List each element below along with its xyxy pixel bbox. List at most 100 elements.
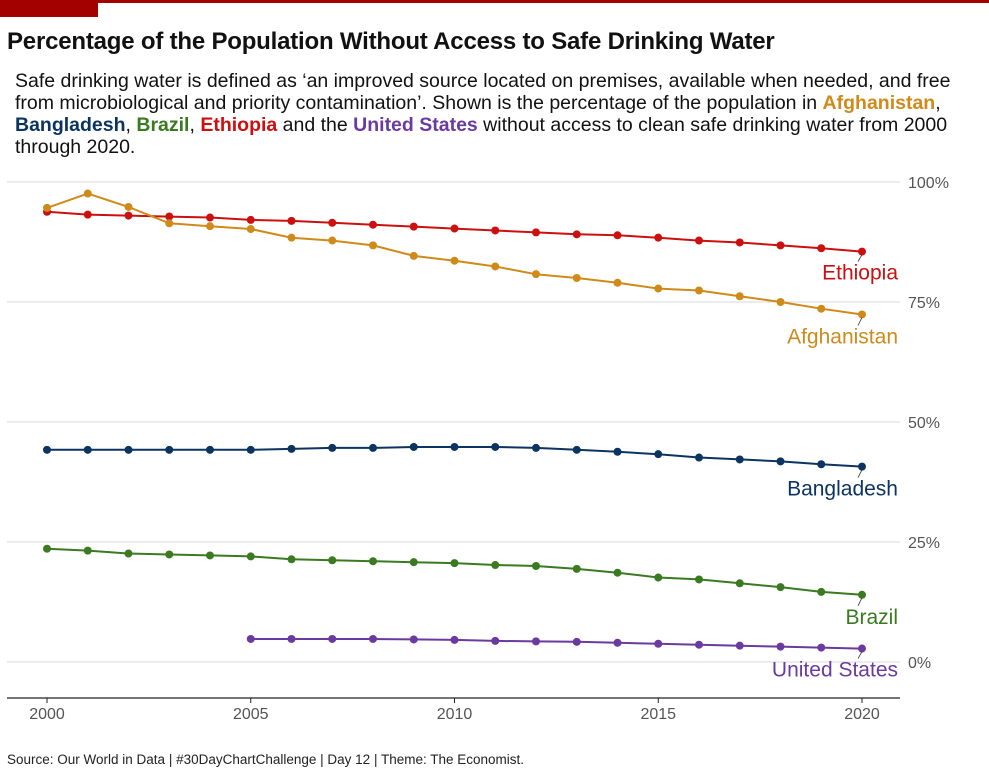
data-point-ethiopia [491, 226, 500, 235]
data-point-ethiopia [206, 213, 214, 222]
data-point-brazil [83, 546, 92, 555]
data-point-afghanistan [817, 304, 826, 313]
subtitle-brazil: Brazil [136, 114, 190, 136]
data-point-bangladesh [776, 457, 785, 466]
subtitle-sep: , [125, 114, 137, 136]
data-point-bangladesh [246, 445, 255, 454]
label-leader-united-states [857, 651, 863, 659]
data-point-ethiopia [532, 228, 540, 237]
data-point-ethiopia [858, 247, 866, 256]
data-point-united-states [328, 634, 337, 643]
y-tick-label: 25% [908, 535, 940, 552]
data-point-bangladesh [735, 455, 744, 464]
data-point-ethiopia [287, 216, 296, 225]
subtitle-text: Safe drinking water is defined as ‘an im… [15, 70, 951, 114]
data-point-brazil [206, 551, 214, 560]
label-leader-brazil [857, 597, 863, 606]
data-point-afghanistan [124, 202, 133, 211]
data-point-brazil [369, 557, 377, 566]
data-point-bangladesh [817, 460, 826, 469]
data-point-united-states [532, 637, 540, 646]
data-point-ethiopia [450, 224, 459, 233]
data-point-bangladesh [450, 442, 459, 451]
subtitle-afghanistan: Afghanistan [822, 92, 936, 114]
data-point-afghanistan [369, 241, 377, 250]
data-point-brazil [695, 575, 703, 584]
subtitle-sep: , [189, 114, 201, 136]
data-point-bangladesh [83, 445, 92, 454]
subtitle-text-end: without access to clean safe drinking wa… [15, 114, 948, 158]
x-tick-label: 2010 [437, 706, 473, 723]
data-point-ethiopia [695, 236, 703, 245]
data-point-afghanistan [572, 274, 581, 282]
label-leader-bangladesh [857, 469, 863, 478]
data-point-ethiopia [613, 231, 622, 240]
label-leader-ethiopia [857, 254, 863, 262]
subtitle-united-states: United States [353, 114, 478, 136]
data-point-ethiopia [654, 233, 663, 242]
y-tick-label: 100% [908, 175, 949, 192]
data-point-brazil [43, 544, 51, 553]
data-point-brazil [491, 561, 500, 570]
data-point-ethiopia [776, 241, 785, 250]
data-point-bangladesh [532, 443, 540, 452]
data-point-ethiopia [572, 230, 581, 239]
data-point-united-states [572, 637, 581, 646]
data-point-bangladesh [165, 445, 174, 454]
data-point-brazil [409, 558, 418, 567]
y-tick-label: 75% [908, 295, 940, 312]
data-point-brazil [613, 568, 622, 577]
data-point-united-states [735, 641, 744, 650]
subtitle-sep: and the [277, 114, 354, 136]
subtitle-ethiopia: Ethiopia [200, 114, 278, 136]
data-point-united-states [654, 639, 663, 648]
subtitle-bangladesh: Bangladesh [15, 114, 126, 136]
data-point-brazil [735, 579, 744, 588]
series-line-united-states [250, 638, 863, 650]
data-point-afghanistan [776, 298, 785, 306]
data-point-brazil [776, 583, 785, 592]
data-point-afghanistan [735, 292, 744, 301]
data-point-united-states [491, 636, 500, 645]
label-leader-afghanistan [857, 317, 863, 326]
data-point-afghanistan [43, 203, 51, 212]
subtitle-sep: , [935, 92, 941, 114]
data-point-brazil [124, 549, 133, 558]
data-point-bangladesh [409, 442, 418, 451]
data-point-brazil [287, 555, 296, 564]
series-label-brazil: Brazil [845, 606, 898, 629]
series-label-afghanistan: Afghanistan [787, 325, 898, 348]
data-point-afghanistan [165, 219, 174, 228]
data-point-afghanistan [287, 233, 296, 242]
x-tick-label: 2015 [640, 706, 676, 723]
data-point-bangladesh [654, 450, 663, 459]
data-point-bangladesh [43, 445, 51, 454]
data-point-afghanistan [858, 310, 866, 319]
data-point-bangladesh [124, 445, 133, 454]
data-point-afghanistan [654, 284, 663, 293]
data-point-afghanistan [695, 286, 703, 295]
y-tick-label: 50% [908, 415, 940, 432]
data-point-united-states [409, 635, 418, 644]
data-point-afghanistan [491, 262, 500, 271]
data-point-bangladesh [369, 443, 377, 452]
series-label-ethiopia: Ethiopia [822, 262, 898, 285]
data-point-united-states [450, 635, 459, 644]
accent-rule [0, 0, 989, 3]
data-point-bangladesh [572, 445, 581, 454]
data-point-brazil [817, 587, 826, 596]
data-point-brazil [246, 552, 255, 561]
data-point-afghanistan [450, 256, 459, 265]
data-point-afghanistan [206, 222, 214, 231]
data-point-brazil [572, 564, 581, 573]
data-point-afghanistan [328, 236, 337, 245]
data-point-brazil [858, 590, 866, 599]
chart-subtitle: Safe drinking water is defined as ‘an im… [15, 70, 980, 158]
data-point-ethiopia [369, 220, 377, 229]
x-tick-label: 2000 [29, 706, 65, 723]
series-label-united-states: United States [772, 659, 898, 682]
data-point-united-states [817, 643, 826, 652]
data-point-bangladesh [287, 444, 296, 453]
x-tick-label: 2005 [233, 706, 269, 723]
data-point-bangladesh [328, 443, 337, 452]
